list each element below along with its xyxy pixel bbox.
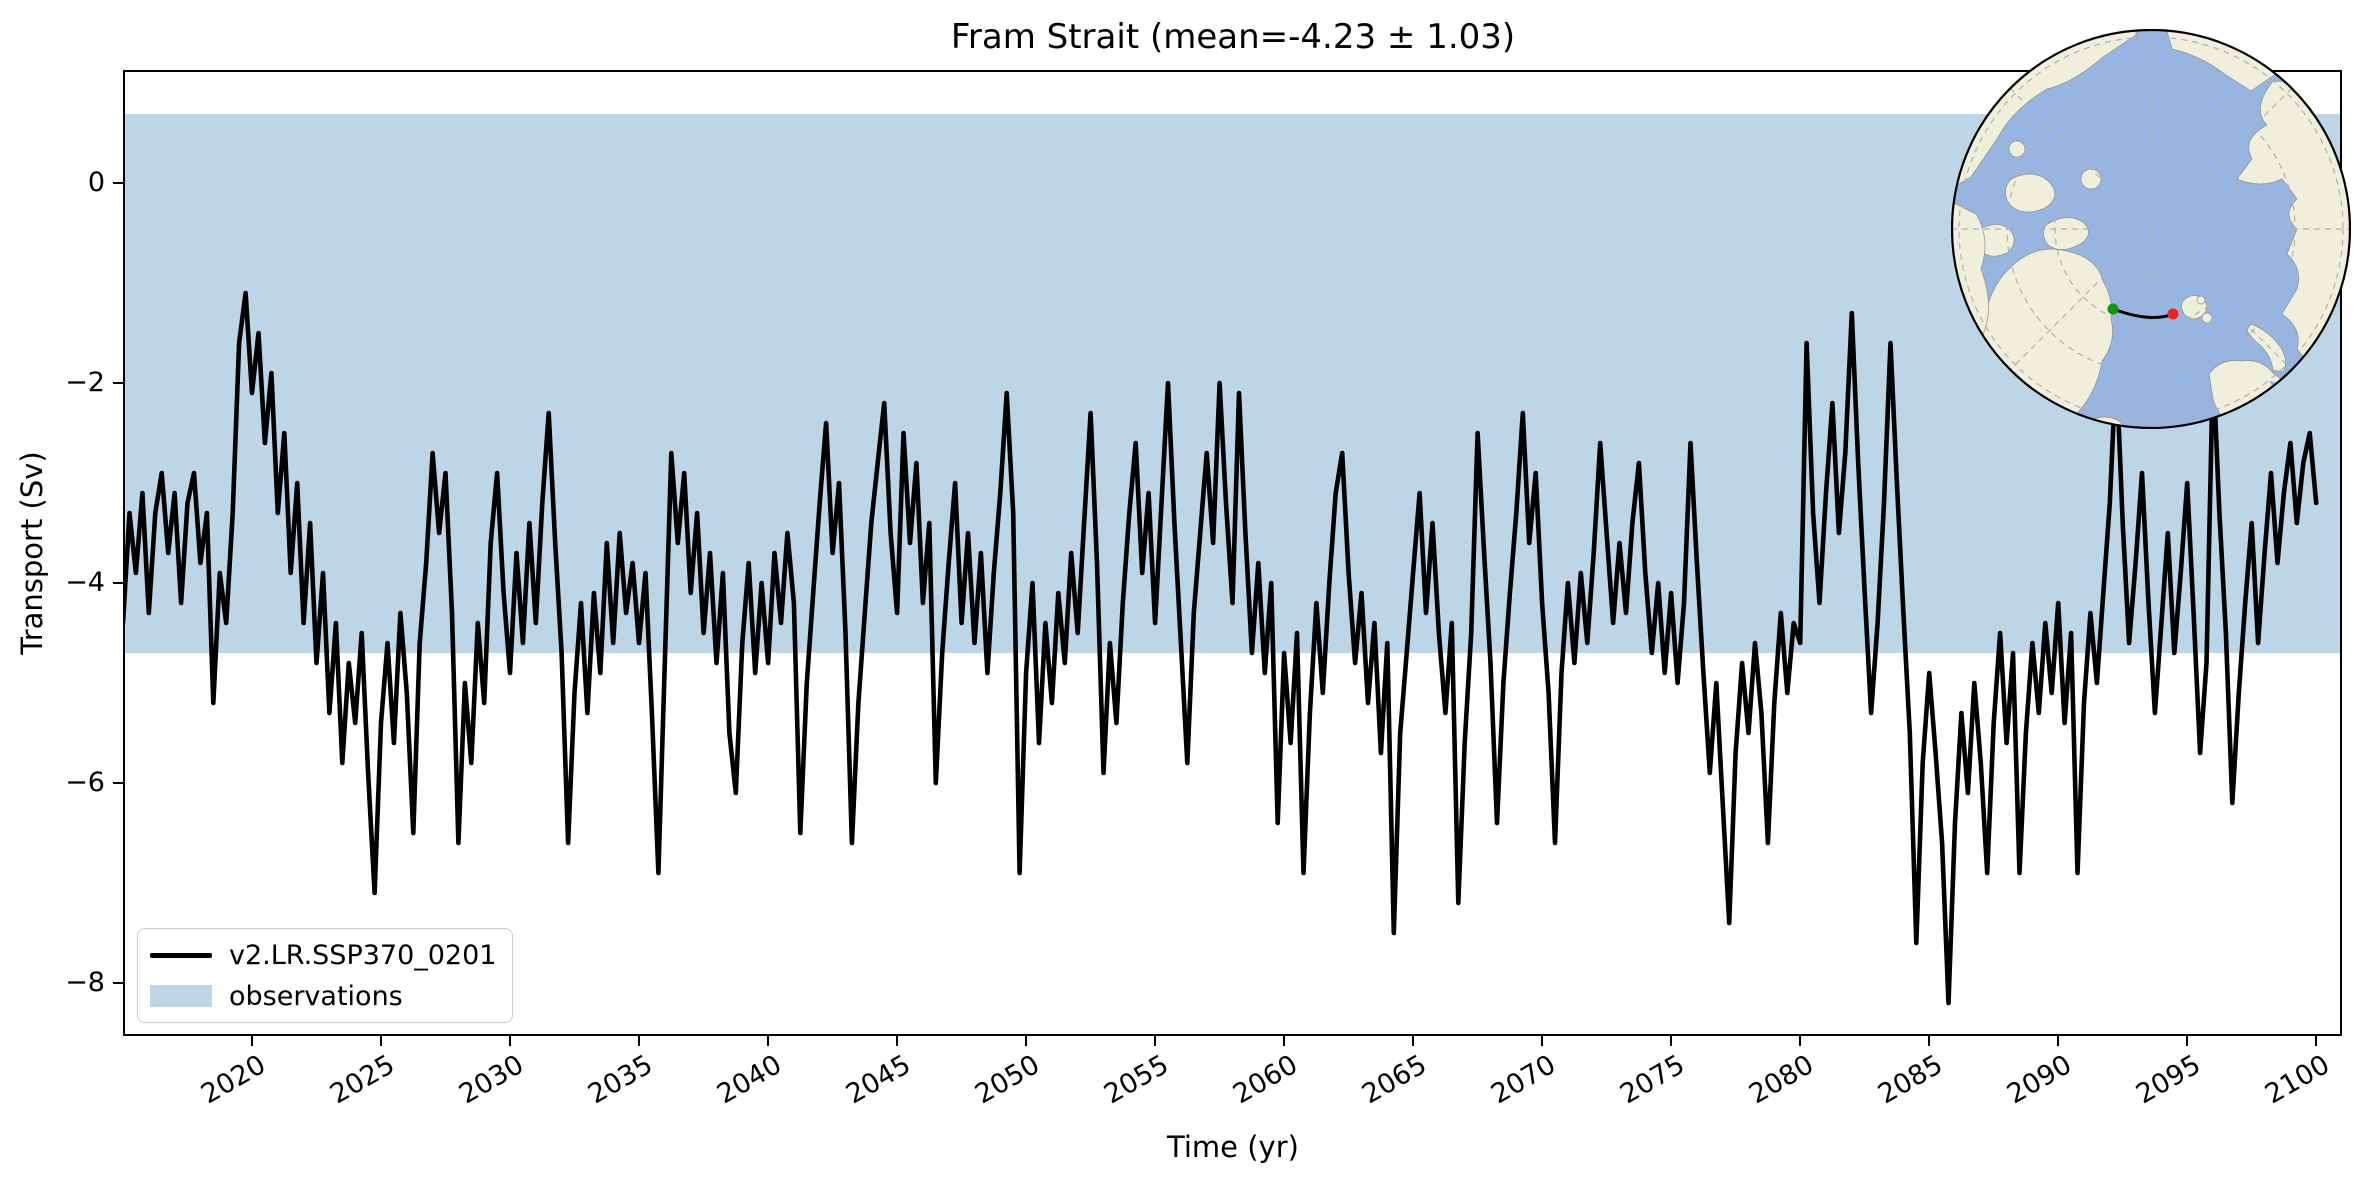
section-end-marker [2167,308,2179,320]
legend-line-swatch [150,952,212,958]
x-axis-tick [2185,1036,2189,1046]
legend-item-label: v2.LR.SSP370_0201 [229,939,497,971]
x-axis-tick-label: 2095 [2131,1049,2207,1111]
y-axis-tick-label: −2 [65,367,105,398]
y-axis-tick-label: −8 [65,967,105,998]
legend: v2.LR.SSP370_0201 observations [137,928,513,1023]
x-axis-label: Time (yr) [1167,1130,1299,1164]
section-start-marker [2107,303,2119,315]
x-axis-tick [1540,1036,1544,1046]
legend-item-series: v2.LR.SSP370_0201 [138,938,512,972]
x-axis-tick-label: 2030 [454,1049,530,1111]
x-axis-tick-label: 2065 [1357,1049,1433,1111]
x-axis-tick-label: 2020 [195,1049,271,1111]
x-axis-tick [1282,1036,1286,1046]
map-graticule [1951,29,2351,429]
x-axis-tick-label: 2100 [2260,1049,2336,1111]
y-axis-tick-label: −6 [65,767,105,798]
x-axis-tick-label: 2040 [712,1049,788,1111]
y-axis-tick [113,981,123,985]
y-axis-tick [113,181,123,185]
x-axis-tick-label: 2090 [2002,1049,2078,1111]
y-axis-tick [113,581,123,585]
y-axis-tick-label: 0 [87,167,105,198]
inset-map [1951,29,2351,429]
legend-patch-swatch [150,985,212,1007]
chart-title: Fram Strait (mean=-4.23 ± 1.03) [950,17,1516,57]
x-axis-tick [1669,1036,1673,1046]
y-axis-tick-label: −4 [65,567,105,598]
x-axis-tick-label: 2085 [1873,1049,1949,1111]
x-axis-tick [379,1036,383,1046]
y-axis-label: Transport (Sv) [15,451,49,655]
x-axis-tick-label: 2045 [841,1049,917,1111]
series-line [123,290,2319,1006]
x-axis-tick [637,1036,641,1046]
x-axis-tick [250,1036,254,1046]
y-axis-tick [113,781,123,785]
x-axis-tick [766,1036,770,1046]
x-axis-tick [1153,1036,1157,1046]
x-axis-tick-label: 2050 [970,1049,1046,1111]
legend-item-observations: observations [138,979,512,1013]
x-axis-tick-label: 2035 [583,1049,659,1111]
x-axis-tick [895,1036,899,1046]
x-axis-tick [508,1036,512,1046]
x-axis-tick [1411,1036,1415,1046]
x-axis-tick [2056,1036,2060,1046]
x-axis-tick [1927,1036,1931,1046]
legend-item-label: observations [229,980,403,1012]
x-axis-tick [1024,1036,1028,1046]
x-axis-tick-label: 2075 [1615,1049,1691,1111]
x-axis-tick-label: 2070 [1486,1049,1562,1111]
y-axis-tick [113,381,123,385]
x-axis-tick [1798,1036,1802,1046]
map-circle-border [1951,29,2351,429]
series-layer [123,290,2319,1006]
x-axis-tick-label: 2055 [1099,1049,1175,1111]
x-axis-tick-label: 2080 [1744,1049,1820,1111]
x-axis-tick [2314,1036,2318,1046]
x-axis-tick-label: 2025 [325,1049,401,1111]
